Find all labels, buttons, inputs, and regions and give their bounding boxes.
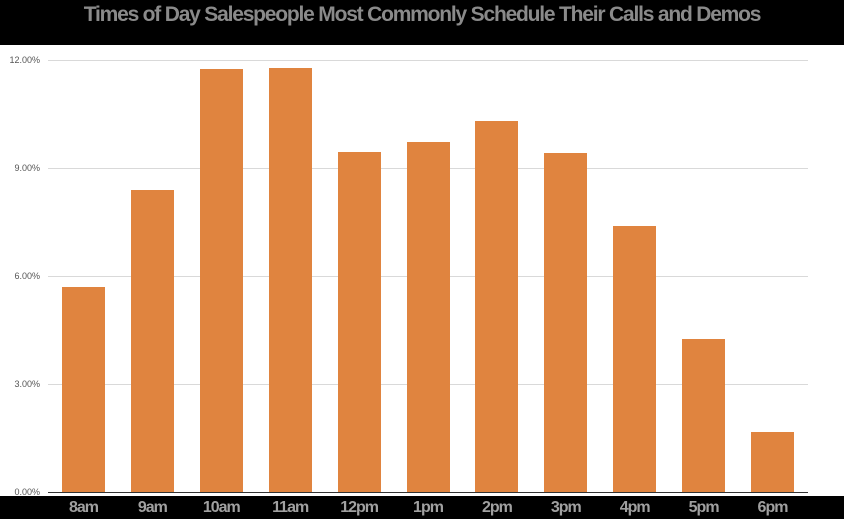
chart-title: Times of Day Salespeople Most Commonly S…	[83, 3, 762, 26]
x-tick-label: 10am	[202, 499, 241, 516]
x-tick-label: 5pm	[688, 499, 720, 516]
x-axis-baseline	[48, 491, 808, 493]
y-tick-label: 12.00%	[9, 55, 40, 65]
x-tick-label: 8am	[68, 499, 99, 516]
bar-3pm	[544, 152, 588, 492]
bar-9am	[130, 189, 174, 492]
bar-12pm	[337, 151, 381, 492]
bar-2pm	[475, 120, 519, 492]
y-tick-label: 0.00%	[14, 487, 40, 497]
bar-8am	[62, 286, 105, 492]
bar-4pm	[613, 225, 657, 492]
gridline	[48, 59, 808, 61]
y-tick-label: 6.00%	[14, 271, 40, 281]
x-tick-label: 9am	[137, 499, 168, 516]
x-tick-label: 6pm	[757, 499, 789, 516]
x-tick-label: 4pm	[619, 499, 651, 516]
bar-6pm	[751, 432, 794, 492]
x-tick-label: 3pm	[550, 499, 582, 516]
x-tick-label: 2pm	[481, 499, 513, 516]
x-tick-label: 1pm	[413, 499, 444, 516]
bar-5pm	[682, 338, 726, 492]
y-tick-label: 9.00%	[14, 163, 40, 173]
bar-11am	[268, 67, 312, 492]
x-axis-strip: 8am 9am 10am 11am 12pm 1pm 2pm 3pm 4pm 5pm 6pm	[0, 496, 844, 519]
bar-10am	[199, 69, 243, 492]
y-tick-label: 3.00%	[14, 379, 40, 389]
x-tick-label: 11am	[272, 499, 309, 516]
bar-1pm	[406, 142, 450, 492]
title-banner: Times of Day Salespeople Most Commonly S…	[0, 0, 844, 45]
x-tick-label: 12pm	[340, 499, 379, 516]
